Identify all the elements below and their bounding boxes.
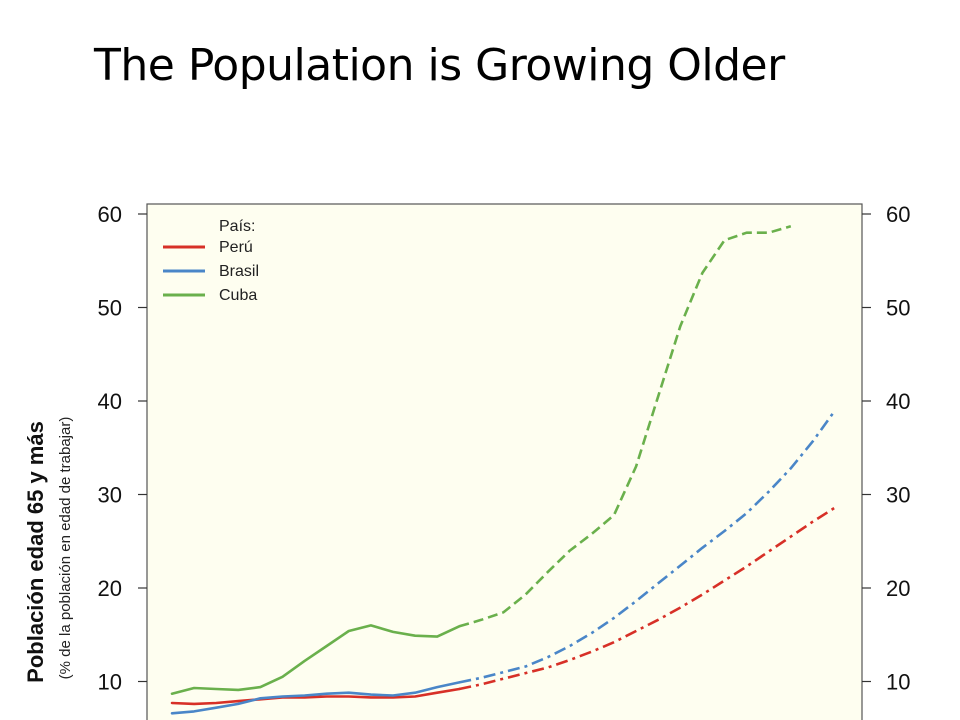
series-line-brasil-projection xyxy=(459,409,837,684)
y-axis-sublabel: (% de la población en edad de trabajar) xyxy=(57,417,74,680)
y-tick-label-left-50: 50 xyxy=(98,296,122,321)
legend-label-cuba: Cuba xyxy=(219,287,257,304)
slide-title: The Population is Growing Older xyxy=(94,40,785,91)
legend-items: Perú Brasil Cuba xyxy=(163,239,259,304)
series-line-cuba-projection xyxy=(458,224,792,628)
y-tick-label-left-60: 60 xyxy=(98,202,122,227)
series-line-brasil-historical xyxy=(170,681,461,715)
y-tick-label-right-60: 60 xyxy=(886,202,910,227)
y-axis-label: Población edad 65 y más xyxy=(23,421,48,683)
series-line-cuba-historical xyxy=(170,624,461,695)
y-tick-label-right-50: 50 xyxy=(886,296,910,321)
y-tick-label-right-20: 20 xyxy=(886,576,910,601)
legend-label-brasil: Brasil xyxy=(219,263,259,280)
y-tick-label-left-10: 10 xyxy=(98,670,122,695)
y-tick-label-left-20: 20 xyxy=(98,576,122,601)
y-tick-label-left-30: 30 xyxy=(98,483,122,508)
legend-title: País: xyxy=(219,218,255,235)
legend-label-per: Perú xyxy=(219,239,253,256)
y-tick-label-left-40: 40 xyxy=(98,389,122,414)
legend: País: Perú Brasil Cuba xyxy=(163,218,259,304)
plot-background xyxy=(146,203,863,720)
y-tick-label-right-10: 10 xyxy=(886,670,910,695)
y-axis-subtitle: (% de la población en edad de trabajar) xyxy=(57,417,74,680)
y-tick-label-right-40: 40 xyxy=(886,389,910,414)
y-axis-title: Población edad 65 y más xyxy=(23,421,48,683)
series-layer xyxy=(170,224,837,715)
series-line-per-historical xyxy=(170,687,461,706)
y-tick-label-right-30: 30 xyxy=(886,483,910,508)
axis-layer: 10 10 20 20 30 30 40 40 50 50 60 60 xyxy=(98,202,911,695)
